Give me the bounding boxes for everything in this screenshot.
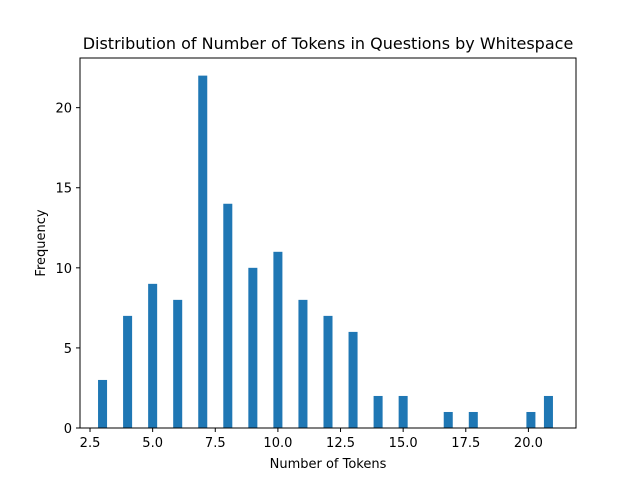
axes-layer: 2.5 5.0 7.5 10.0 12.5 15.0 17.5 20.0 0 5 10 15 20	[55, 57, 577, 451]
histogram-bar-0	[98, 379, 108, 428]
y-tick-label-1: 5	[64, 342, 72, 357]
histogram-bar-8	[298, 299, 308, 428]
histogram-bar-15	[526, 411, 536, 428]
histogram-bar-14	[468, 411, 478, 428]
histogram-bar-13	[443, 411, 453, 428]
histogram-bar-3	[173, 299, 183, 428]
x-tick-label-7: 20.0	[514, 436, 543, 451]
x-tick-label-4: 12.5	[326, 436, 355, 451]
histogram-bar-11	[373, 395, 383, 428]
plot-frame	[79, 57, 577, 429]
histogram-bar-5	[223, 203, 233, 428]
histogram-bar-10	[348, 331, 358, 428]
histogram-bar-6	[248, 267, 258, 428]
x-tick-label-2: 7.5	[205, 436, 226, 451]
histogram-bar-7	[273, 251, 283, 428]
histogram-bar-1	[123, 315, 133, 428]
y-tick-label-3: 15	[55, 182, 72, 197]
x-axis-label: Number of Tokens	[270, 457, 387, 472]
y-tick-label-0: 0	[64, 422, 72, 437]
histogram-bar-9	[323, 315, 333, 428]
bars-layer	[98, 75, 553, 428]
x-tick-label-0: 2.5	[80, 436, 101, 451]
y-axis-label: Frequency	[34, 209, 49, 276]
x-tick-label-1: 5.0	[142, 436, 163, 451]
histogram-bar-4	[198, 75, 208, 428]
y-tick-label-2: 10	[55, 262, 72, 277]
x-tick-label-3: 10.0	[263, 436, 292, 451]
y-tick-label-4: 20	[55, 102, 72, 117]
chart-title: Distribution of Number of Tokens in Ques…	[83, 34, 574, 53]
x-tick-label-5: 15.0	[389, 436, 418, 451]
histogram-bar-12	[398, 395, 408, 428]
histogram-bar-16	[543, 395, 553, 428]
x-tick-label-6: 17.5	[451, 436, 480, 451]
histogram-bar-2	[148, 283, 158, 428]
